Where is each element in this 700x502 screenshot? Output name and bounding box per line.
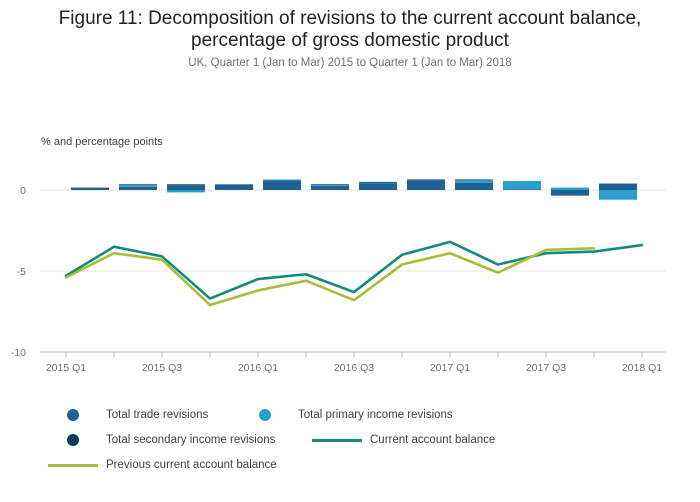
bar-total-trade-revisions-2015-q1[interactable] (71, 187, 109, 190)
bar-total-primary-income-revisions-2016-q1[interactable] (263, 179, 301, 181)
y-tick-label: 0 (20, 185, 26, 197)
chart-title: Figure 11: Decomposition of revisions to… (0, 8, 700, 52)
x-tick-label: 2015 Q3 (142, 362, 182, 374)
y-axis-label: % and percentage points (41, 136, 163, 148)
bar-total-primary-income-revisions-2016-q2[interactable] (311, 185, 349, 186)
x-tick-label: 2015 Q1 (46, 362, 86, 374)
x-tick-label: 2016 Q3 (334, 362, 374, 374)
line-previous-current-account-balance[interactable] (64, 247, 596, 307)
bar-total-secondary-income-revisions-2016-q3[interactable] (359, 181, 397, 183)
bar-total-primary-income-revisions-2015-q2[interactable] (119, 185, 157, 187)
bar-total-secondary-income-revisions-2015-q3[interactable] (167, 184, 205, 186)
bar-total-primary-income-revisions-2017-q2[interactable] (503, 181, 541, 190)
bar-total-primary-income-revisions-2017-q3[interactable] (551, 187, 589, 190)
bar-total-trade-revisions-2017-q1[interactable] (455, 182, 493, 190)
y-tick-label: -10 (11, 347, 26, 359)
bar-total-trade-revisions-2016-q2[interactable] (311, 185, 349, 190)
chart-subtitle: UK, Quarter 1 (Jan to Mar) 2015 to Quart… (188, 57, 512, 69)
bar-total-primary-income-revisions-2017-q1[interactable] (455, 180, 493, 183)
bar-total-trade-revisions-2016-q4[interactable] (407, 180, 445, 190)
bar-total-secondary-income-revisions-2017-q1[interactable] (455, 179, 493, 181)
bar-total-trade-revisions-2015-q3[interactable] (167, 185, 205, 190)
chart-title-line-2: percentage of gross domestic product (191, 30, 509, 51)
x-tick-label: 2017 Q1 (430, 362, 470, 374)
bar-total-trade-revisions-2015-q2[interactable] (119, 186, 157, 190)
x-tick-label: 2018 Q1 (622, 362, 662, 374)
x-tick-label: 2017 Q3 (526, 362, 566, 374)
chart-title-line-1: Figure 11: Decomposition of revisions to… (58, 8, 642, 29)
bar-total-trade-revisions-2015-q4[interactable] (215, 184, 253, 190)
bar-total-trade-revisions-2017-q4[interactable] (599, 183, 637, 190)
bar-total-trade-revisions-2017-q2[interactable] (503, 189, 541, 190)
bar-total-primary-income-revisions-2015-q3[interactable] (167, 190, 205, 193)
bar-total-trade-revisions-2017-q3[interactable] (551, 190, 589, 196)
bar-total-secondary-income-revisions-2015-q2[interactable] (119, 184, 157, 186)
bar-total-primary-income-revisions-2016-q3[interactable] (359, 182, 397, 184)
bar-total-secondary-income-revisions-2016-q4[interactable] (407, 179, 445, 181)
y-tick-label: -5 (17, 266, 26, 278)
x-tick-label: 2016 Q1 (238, 362, 278, 374)
line-current-account-balance[interactable] (64, 240, 644, 300)
bar-total-secondary-income-revisions-2016-q2[interactable] (311, 184, 349, 186)
bar-total-trade-revisions-2016-q1[interactable] (263, 180, 301, 190)
bar-total-primary-income-revisions-2017-q4[interactable] (599, 190, 637, 200)
bar-total-trade-revisions-2016-q3[interactable] (359, 183, 397, 190)
